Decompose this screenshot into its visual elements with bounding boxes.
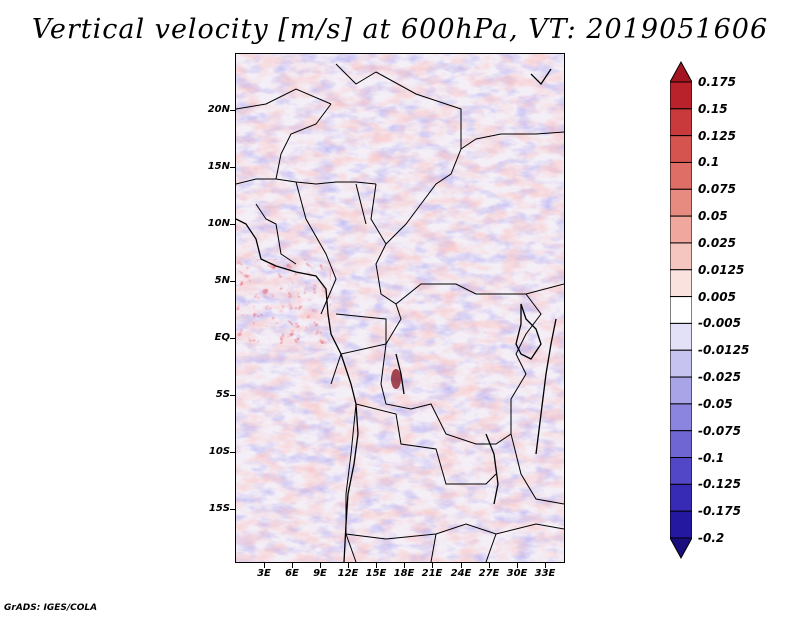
lon-label-15e: 15E	[365, 568, 387, 579]
colorbar-top-arrow	[670, 60, 692, 83]
colorbar-label: -0.175	[698, 504, 741, 519]
colorbar-label: 0.125	[698, 128, 736, 143]
colorbar-box	[670, 403, 692, 432]
lon-label-33e: 33E	[534, 568, 556, 579]
colorbar-box	[670, 349, 692, 378]
lat-tick	[230, 452, 235, 453]
grads-credit: GrADS: IGES/COLA	[4, 603, 98, 613]
lon-tick	[404, 563, 405, 568]
lat-label-15s: 15S	[208, 503, 230, 514]
lon-tick	[292, 563, 293, 568]
colorbar-label: -0.075	[698, 423, 741, 438]
lat-label-20n: 20N	[207, 104, 230, 115]
lat-tick	[230, 224, 235, 225]
lon-tick	[376, 563, 377, 568]
colorbar-box	[670, 269, 692, 298]
colorbar-box	[670, 322, 692, 351]
lat-tick	[230, 509, 235, 510]
lat-label-15n: 15N	[207, 161, 230, 172]
colorbar-label: -0.2	[698, 531, 725, 545]
lon-tick	[432, 563, 433, 568]
map-title: Vertical velocity [m/s] at 600hPa, VT: 2…	[31, 14, 769, 45]
colorbar-box	[670, 108, 692, 137]
colorbar-box	[670, 457, 692, 485]
lat-label-10n: 10N	[207, 218, 230, 229]
lon-tick	[348, 563, 349, 568]
colorbar-label: 0.0125	[698, 262, 745, 277]
colorbar	[670, 60, 692, 560]
vertical-velocity-field	[236, 54, 564, 562]
colorbar-label: 0.075	[698, 182, 736, 197]
colorbar-label: -0.05	[698, 396, 733, 411]
colorbar-label: 0.1	[698, 155, 720, 170]
lon-tick	[320, 563, 321, 568]
coastline	[236, 68, 557, 562]
colorbar-box	[670, 242, 692, 271]
colorbar-box	[670, 430, 692, 459]
colorbar-label: 0.15	[698, 101, 728, 116]
colorbar-label: -0.025	[698, 370, 741, 385]
colorbar-box	[670, 510, 692, 539]
colorbar-box	[670, 215, 692, 244]
lon-tick	[545, 563, 546, 568]
lat-tick	[230, 167, 235, 168]
colorbar-label: 0.025	[698, 235, 736, 250]
colorbar-label: -0.125	[698, 477, 741, 492]
lat-tick	[230, 395, 235, 396]
colorbar-box	[670, 483, 692, 512]
colorbar-label: 0.175	[698, 75, 736, 89]
lat-label-5n: 5N	[214, 275, 230, 286]
colorbar-box	[670, 161, 692, 190]
lat-tick	[230, 338, 235, 339]
lon-label-24e: 24E	[450, 568, 472, 579]
lon-tick	[489, 563, 490, 568]
lon-label-3e: 3E	[257, 568, 271, 579]
colorbar-bottom-arrow	[670, 537, 692, 560]
lat-tick	[230, 281, 235, 282]
lon-tick	[461, 563, 462, 568]
colorbar-box	[670, 296, 692, 324]
colorbar-box	[670, 81, 692, 110]
lon-label-30e: 30E	[506, 568, 528, 579]
lon-tick	[517, 563, 518, 568]
lat-label-5s: 5S	[215, 389, 230, 400]
colorbar-box	[670, 188, 692, 217]
colorbar-label: -0.0125	[698, 343, 750, 358]
lat-tick	[230, 110, 235, 111]
lon-label-27e: 27E	[478, 568, 500, 579]
lon-label-9e: 9E	[313, 568, 327, 579]
colorbar-label: 0.005	[698, 289, 736, 304]
lon-label-21e: 21E	[421, 568, 443, 579]
country-borders	[236, 63, 564, 562]
colorbar-box	[670, 376, 692, 405]
lon-label-6e: 6E	[285, 568, 299, 579]
lon-tick	[264, 563, 265, 568]
colorbar-label: -0.005	[698, 316, 741, 331]
map-plot-area	[235, 53, 565, 563]
lon-label-18e: 18E	[393, 568, 415, 579]
lat-label-eq: EQ	[214, 332, 230, 343]
colorbar-box	[670, 135, 692, 163]
lat-label-10s: 10S	[208, 446, 230, 457]
lon-label-12e: 12E	[337, 568, 359, 579]
colorbar-label: -0.1	[698, 450, 725, 465]
colorbar-label: 0.05	[698, 209, 728, 224]
